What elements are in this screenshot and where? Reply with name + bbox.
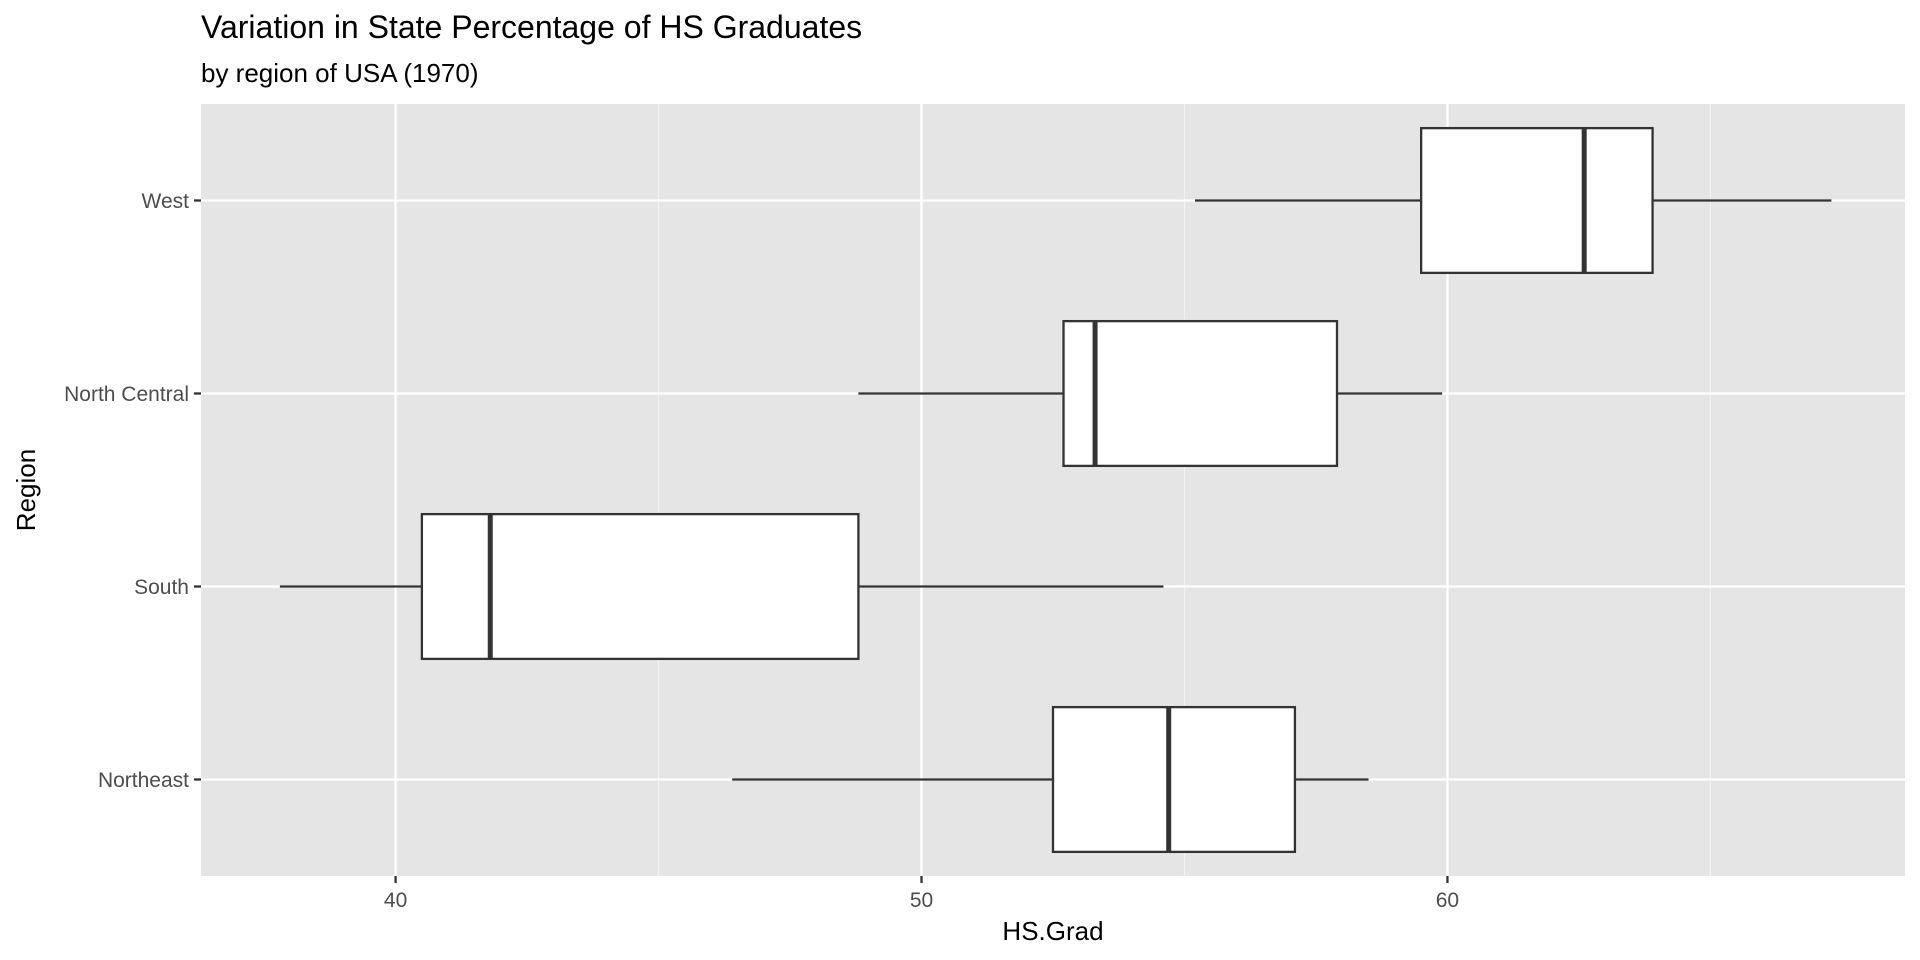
box-iqr: [420, 512, 860, 661]
chart-subtitle: by region of USA (1970): [201, 58, 479, 88]
chart-title: Variation in State Percentage of HS Grad…: [201, 9, 862, 45]
box-iqr: [1419, 126, 1654, 275]
y-axis: Northeast South North Central West: [64, 190, 201, 792]
box-iqr: [1062, 319, 1339, 468]
box-west: [1195, 126, 1832, 275]
y-tick-label-northeast: Northeast: [98, 769, 189, 792]
box-north-central: [858, 319, 1443, 468]
box-iqr: [1051, 705, 1297, 854]
boxplot-series: [279, 126, 1832, 854]
y-tick-label-west: West: [142, 190, 190, 213]
box-northeast: [732, 705, 1369, 854]
y-tick-label-north-central: North Central: [64, 383, 189, 406]
x-axis: 40 50 60: [384, 876, 1459, 912]
x-tick-label: 50: [910, 889, 933, 912]
box-south: [279, 512, 1164, 661]
y-axis-title: Region: [11, 449, 41, 531]
x-tick-label: 60: [1436, 889, 1459, 912]
y-tick-label-south: South: [134, 576, 189, 599]
x-tick-label: 40: [384, 889, 407, 912]
x-axis-title: HS.Grad: [1002, 916, 1103, 946]
